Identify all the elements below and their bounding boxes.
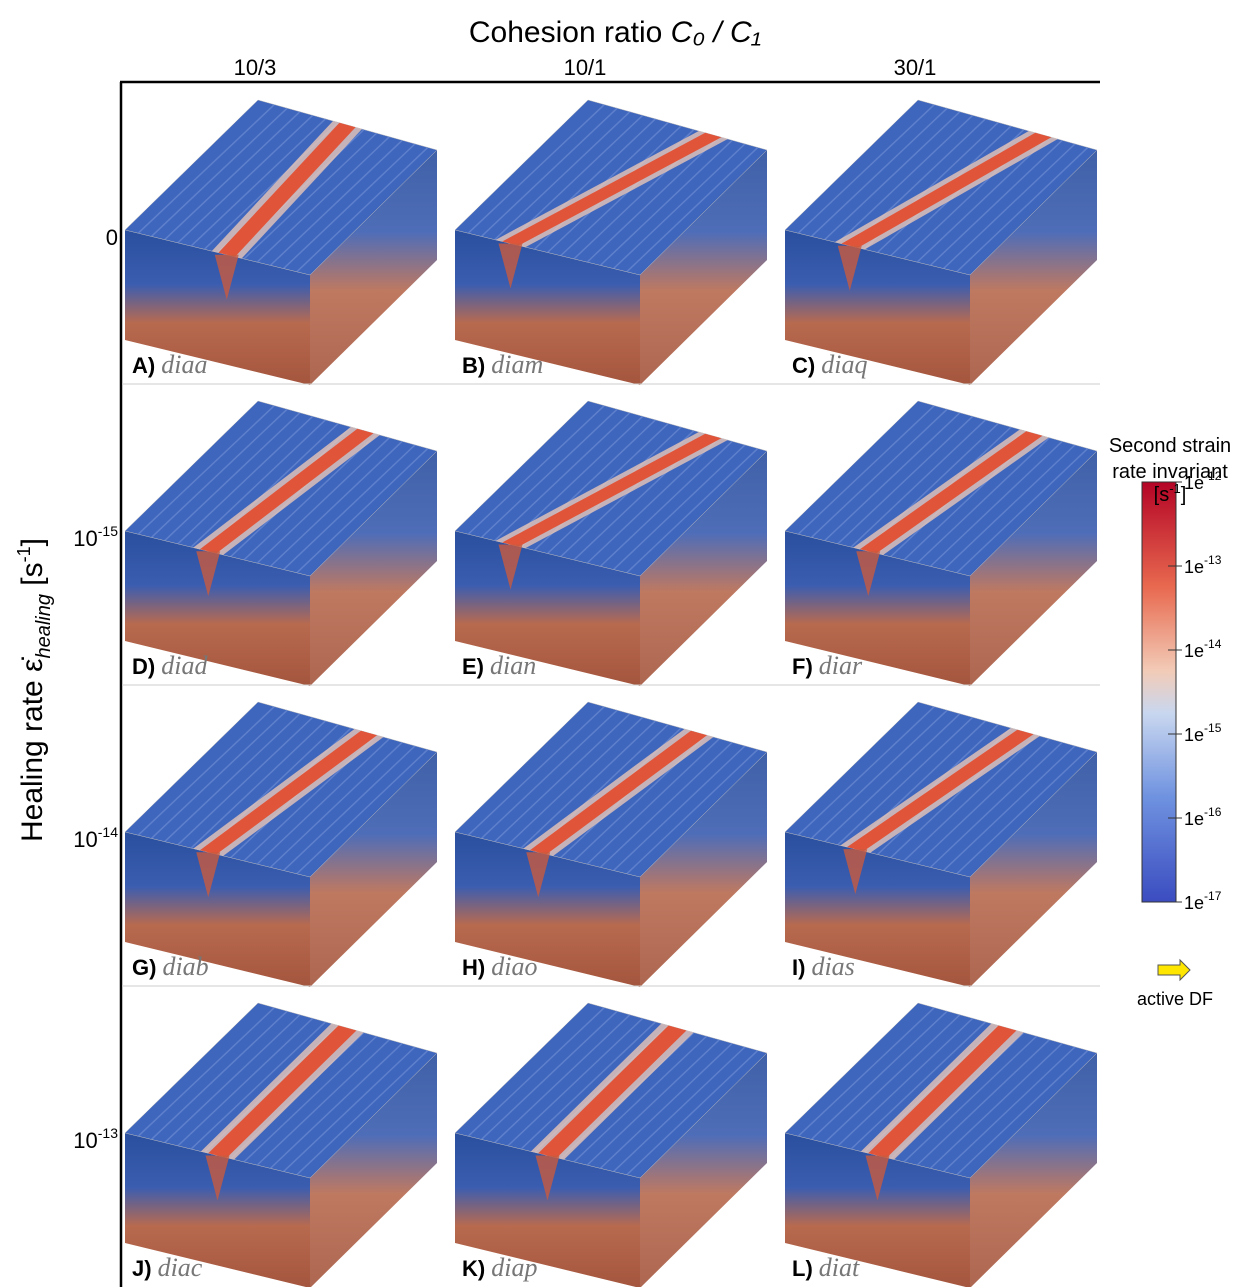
- colorbar-tick-label: 1e-15: [1184, 721, 1222, 745]
- panel-run: dian: [490, 651, 536, 680]
- row-label: 10-13: [73, 1125, 118, 1153]
- panel-letter: G): [132, 955, 156, 980]
- model-block: J)diac: [125, 1003, 437, 1287]
- panel-label: E)dian: [462, 651, 536, 680]
- panel-label: B)diam: [462, 350, 543, 379]
- panel-label: A)diaa: [132, 350, 207, 379]
- y-axis-label: Healing rate ε̇healing [s-1]: [14, 538, 55, 842]
- header-title: Cohesion ratio C₀ / C₁: [469, 16, 761, 49]
- row-label-base: 10: [73, 1128, 97, 1153]
- panel-run: diad: [161, 651, 208, 680]
- panel-letter: H): [462, 955, 485, 980]
- model-block: E)dian: [455, 401, 767, 686]
- column-label: 10/3: [234, 55, 277, 80]
- column-label: 10/1: [564, 55, 607, 80]
- panel-run: diam: [491, 350, 543, 379]
- model-block: F)diar: [785, 401, 1097, 686]
- model-block: A)diaa: [125, 100, 437, 385]
- panel-letter: K): [462, 1256, 485, 1281]
- tick-exp: -12: [1204, 469, 1222, 483]
- panel-label: H)diao: [462, 952, 537, 981]
- colorbar-title: Second strain: [1109, 435, 1231, 457]
- row-label-exp: -15: [98, 523, 118, 539]
- panel-letter: C): [792, 353, 815, 378]
- panel-run: diar: [819, 651, 863, 680]
- panel-label: D)diad: [132, 651, 208, 680]
- panel-run: diap: [491, 1253, 537, 1282]
- panel-label: C)diaq: [792, 350, 867, 379]
- tick-base: 1e: [1184, 725, 1204, 745]
- panel-label: G)diab: [132, 952, 209, 981]
- model-block: K)diap: [455, 1003, 767, 1287]
- panel-label: K)diap: [462, 1253, 537, 1282]
- tick-exp: -14: [1204, 637, 1222, 651]
- tick-base: 1e: [1184, 641, 1204, 661]
- tick-base: 1e: [1184, 473, 1204, 493]
- legend-label: active DF: [1137, 989, 1213, 1009]
- colorbar-tick-label: 1e-14: [1184, 637, 1222, 661]
- tick-exp: -15: [1204, 721, 1222, 735]
- panel-run: diab: [162, 952, 208, 981]
- tick-base: 1e: [1184, 893, 1204, 913]
- row-label: 10-15: [73, 523, 118, 551]
- model-block: B)diam: [455, 100, 767, 385]
- row-label-base: 10: [73, 526, 97, 551]
- tick-base: 1e: [1184, 809, 1204, 829]
- panel-run: dias: [811, 952, 854, 981]
- tick-exp: -16: [1204, 805, 1222, 819]
- panel-letter: F): [792, 654, 813, 679]
- column-label: 30/1: [894, 55, 937, 80]
- panel-letter: L): [792, 1256, 813, 1281]
- legend-arrow: [1158, 960, 1190, 980]
- model-block: C)diaq: [785, 100, 1097, 385]
- panel-letter: A): [132, 353, 155, 378]
- panel-letter: I): [792, 955, 805, 980]
- panel-label: I)dias: [792, 952, 855, 981]
- row-label-base: 0: [106, 225, 118, 250]
- row-label: 0: [106, 225, 118, 250]
- figure: Cohesion ratio C₀ / C₁ Healing rate ε̇he…: [0, 0, 1260, 1287]
- tick-exp: -17: [1204, 889, 1222, 903]
- colorbar-tick-label: 1e-17: [1184, 889, 1222, 913]
- model-block: I)dias: [785, 702, 1097, 987]
- model-block: L)diat: [785, 1003, 1097, 1287]
- colorbar-tick-label: 1e-13: [1184, 553, 1222, 577]
- panel-letter: J): [132, 1256, 152, 1281]
- panel-letter: D): [132, 654, 155, 679]
- tick-base: 1e: [1184, 557, 1204, 577]
- row-label: 10-14: [73, 824, 118, 852]
- row-label-exp: -13: [98, 1125, 118, 1141]
- panel-label: F)diar: [792, 651, 863, 680]
- panel-letter: E): [462, 654, 484, 679]
- tick-exp: -13: [1204, 553, 1222, 567]
- colorbar: [1142, 482, 1176, 902]
- row-label-base: 10: [73, 827, 97, 852]
- model-block: G)diab: [125, 702, 437, 987]
- panel-run: diaq: [821, 350, 867, 379]
- model-block: D)diad: [125, 401, 437, 686]
- panel-label: J)diac: [132, 1253, 203, 1282]
- row-label-exp: -14: [98, 824, 118, 840]
- colorbar-tick-label: 1e-16: [1184, 805, 1222, 829]
- colorbar-tick-label: 1e-12: [1184, 469, 1222, 493]
- panel-label: L)diat: [792, 1253, 860, 1282]
- panel-run: diao: [491, 952, 537, 981]
- model-block: H)diao: [455, 702, 767, 987]
- panel-letter: B): [462, 353, 485, 378]
- panel-grid: A)diaaB)diamC)diaqD)diadE)dianF)diarG)di…: [125, 100, 1097, 1287]
- panel-run: diat: [819, 1253, 860, 1282]
- panel-run: diaa: [161, 350, 207, 379]
- panel-run: diac: [158, 1253, 203, 1282]
